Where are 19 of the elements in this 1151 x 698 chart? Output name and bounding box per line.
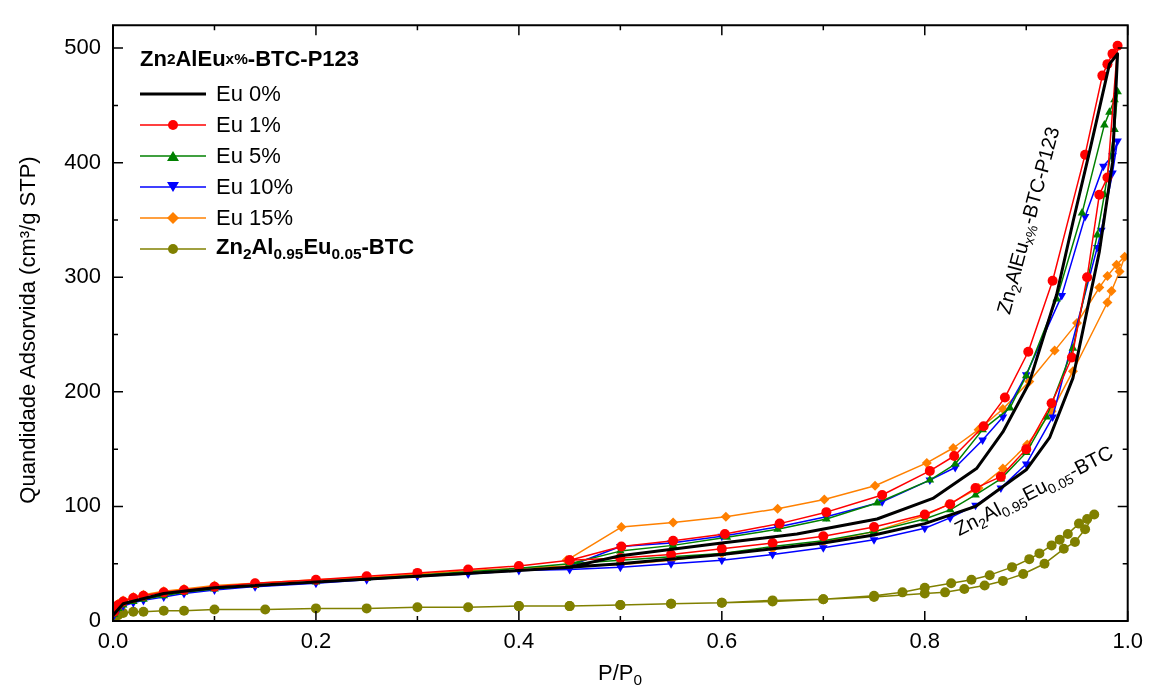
legend-label: Eu 15% xyxy=(216,204,294,231)
y-tick-label: 400 xyxy=(64,148,101,174)
x-tick-label: 0.8 xyxy=(909,628,941,654)
y-tick-label: 200 xyxy=(64,377,101,403)
legend-label: Eu 0% xyxy=(216,80,281,107)
y-tick-label: 500 xyxy=(64,34,101,60)
y-axis-title: Quandidade Adsorvida (cm³/g STP) xyxy=(15,156,41,504)
x-tick-label: 0.4 xyxy=(503,628,535,654)
y-tick-label: 300 xyxy=(64,263,101,289)
annotation: Zn2Al0.95Eu0.05-BTC xyxy=(950,440,1117,540)
x-tick-label: 0.6 xyxy=(706,628,738,654)
x-tick-label: 0.2 xyxy=(300,628,332,654)
legend-label: Eu 10% xyxy=(216,173,294,200)
legend-label: Eu 5% xyxy=(216,142,281,169)
x-axis-title: P/P$_{0}$ xyxy=(597,660,643,690)
x-tick-label: 1.0 xyxy=(1112,628,1144,654)
legend-label: Eu 1% xyxy=(216,111,281,138)
legend-label: Zn$_{2}$Al$_{0.95}$Eu$_{0.05}$-BTC xyxy=(216,233,415,264)
y-tick-label: 100 xyxy=(64,492,101,518)
